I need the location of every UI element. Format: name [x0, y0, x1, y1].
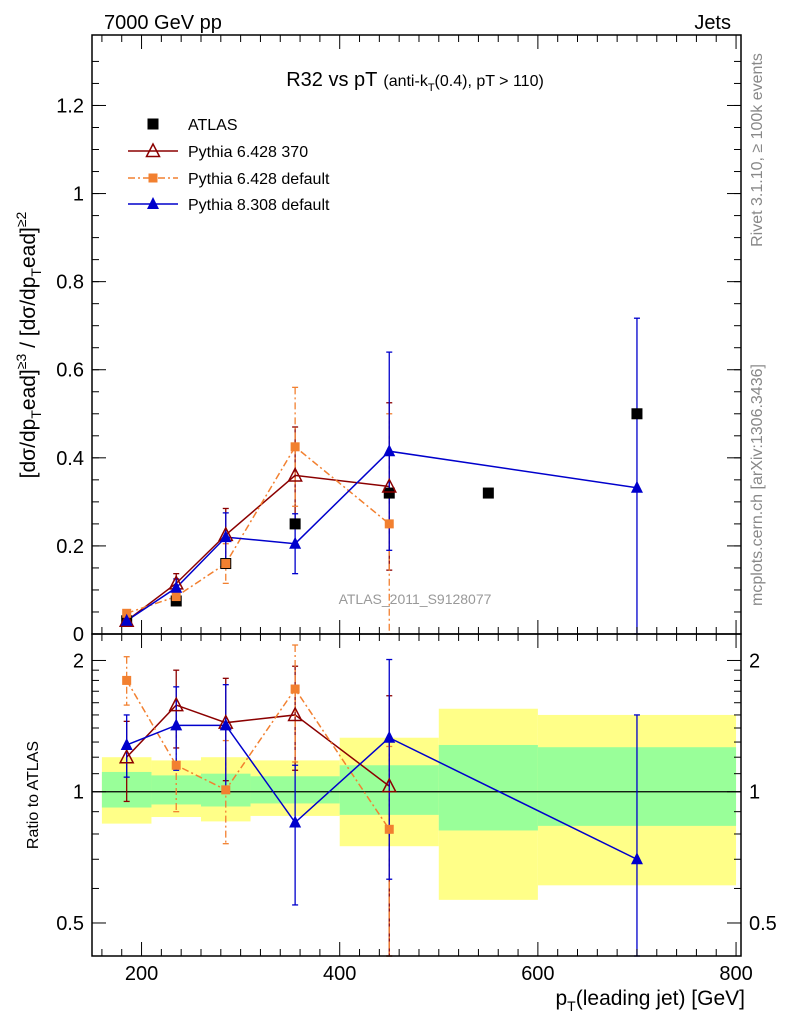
plot-title-sub: (anti-k [383, 73, 428, 90]
pythia-6-428-default-point [171, 592, 181, 602]
pythia-6-428-default-point [384, 519, 394, 529]
rivet-version-label: Rivet 3.1.10, ≥ 100k events [749, 53, 766, 247]
ratio-y-axis-label: Ratio to ATLAS [25, 741, 42, 849]
upper-y-axis-label-text: [dσ/dp [17, 419, 40, 479]
ratio-y-tick-label: 2 [73, 650, 84, 672]
plot-title-main: R32 vs pT [286, 69, 377, 91]
upper-panel-data [118, 317, 643, 635]
ratio-pythia-6-428-default-point [171, 760, 181, 770]
upper-y-tick-label: 0.6 [56, 360, 84, 382]
pythia-6-428-370-point [287, 466, 303, 482]
pythia-8-308-default-line [126, 450, 638, 622]
ratio-pythia-6-428-370-point [287, 706, 303, 722]
pythia-8-308-default-point [170, 580, 183, 593]
legend-atlas-label: ATLAS [188, 117, 238, 134]
plot-title: R32 vs pT (anti-kT(0.4), pT > 110) [286, 69, 544, 94]
pythia-8-308-default-point [630, 480, 643, 493]
ratio-pythia-8-308-default-line [126, 724, 638, 860]
ratio-pythia-8-308-default-point [219, 718, 232, 731]
pythia-8-308-default-point [219, 530, 232, 543]
pythia-6-428-default-point [221, 559, 231, 569]
ratio-pythia-8-308-default-point [383, 730, 396, 743]
legend: ATLAS Pythia 6.428 370 Pythia 6.428 defaul… [128, 117, 330, 214]
legend-pythia-6-428-default-marker [148, 173, 158, 183]
ratio-y-tick-label-right: 2 [749, 650, 760, 672]
header-right: Jets [694, 12, 731, 34]
upper-y-axis-label: [dσ/dpTead]≥3 / [dσ/dpTead]≥2 [13, 211, 44, 478]
pythia-6-428-370-point [381, 477, 397, 493]
ratio-pythia-8-308-default-point [120, 737, 133, 750]
ratio-panel-data [118, 644, 643, 957]
ratio-panel-frame [91, 633, 742, 957]
upper-y-tick-label: 0 [73, 624, 84, 646]
ratio-panel-ticks: 0.5 0.5 1 1 2 2 200 400 600 800 [56, 634, 777, 985]
ratio-pythia-6-428-370-point [168, 696, 184, 712]
ratio-pythia-8-308-default-point [289, 815, 302, 828]
pythia-8-308-default-point [289, 536, 302, 549]
ratio-pythia-8-308-default-point [630, 852, 643, 865]
plot-title-subscript: T [428, 82, 435, 94]
x-axis-label: pT(leading jet) [GeV] [555, 987, 745, 1014]
plot-title-rest: (0.4), pT > 110) [435, 73, 544, 90]
ratio-pythia-6-428-default-point [384, 824, 394, 834]
upper-y-tick-label: 1 [73, 184, 84, 206]
ratio-y-tick-label-right: 1 [749, 782, 760, 804]
legend-pythia-6-428-default-label: Pythia 6.428 default [188, 171, 330, 188]
svg-text:[dσ/dpTead]≥3 / [dσ/dpTead]≥2: [dσ/dpTead]≥3 / [dσ/dpTead]≥2 [13, 211, 44, 478]
ratio-pythia-6-428-370-point [118, 748, 135, 764]
pythia-6-428-default-point [122, 608, 132, 618]
pythia-8-308-default-point [120, 613, 133, 626]
upper-y-tick-label: 0.2 [56, 536, 84, 558]
ratio-pythia-6-428-default-point [290, 684, 300, 694]
atlas-point [289, 518, 301, 530]
pythia-8-308-default-point [383, 444, 396, 457]
legend-atlas-marker [147, 118, 159, 130]
legend-pythia-8-308-default-marker [147, 197, 159, 209]
legend-pythia-6-428-370-label: Pythia 6.428 370 [188, 144, 308, 161]
ratio-uncertainty-bands [92, 708, 741, 900]
atlas-point [482, 487, 494, 499]
ratio-y-tick-label-right: 0.5 [749, 913, 777, 935]
mcplots-reference-label: mcplots.cern.ch [arXiv:1306.3436] [749, 364, 766, 606]
pythia-6-428-370-point [118, 612, 135, 628]
upper-y-tick-label: 1.2 [56, 95, 84, 117]
header-left: 7000 GeV pp [104, 12, 222, 34]
ratio-y-tick-label: 1 [73, 782, 84, 804]
atlas-point [631, 408, 643, 420]
atlas-point [383, 487, 395, 499]
pythia-6-428-default-line [126, 445, 390, 615]
upper-y-tick-label: 0.4 [56, 448, 84, 470]
ratio-pythia-6-428-370-point [381, 777, 397, 793]
ratio-pythia-8-308-default-point [170, 718, 183, 731]
ratio-pythia-6-428-default-point [221, 785, 231, 795]
x-tick-label: 800 [719, 963, 752, 985]
upper-panel-ticks: 0 0.2 0.4 0.6 0.8 1 1.2 [56, 35, 741, 646]
ratio-band-green [438, 744, 538, 831]
legend-pythia-6-428-370-marker [145, 142, 161, 158]
x-tick-label: 600 [521, 963, 554, 985]
ratio-y-tick-label: 0.5 [56, 913, 84, 935]
ratio-pythia-6-428-default-point [122, 675, 132, 685]
legend-pythia-8-308-default-label: Pythia 8.308 default [188, 197, 330, 214]
pythia-6-428-default-point [290, 442, 300, 452]
upper-y-tick-label: 0.8 [56, 272, 84, 294]
x-tick-label: 200 [125, 963, 158, 985]
analysis-watermark: ATLAS_2011_S9128077 [339, 591, 492, 607]
x-tick-label: 400 [323, 963, 356, 985]
